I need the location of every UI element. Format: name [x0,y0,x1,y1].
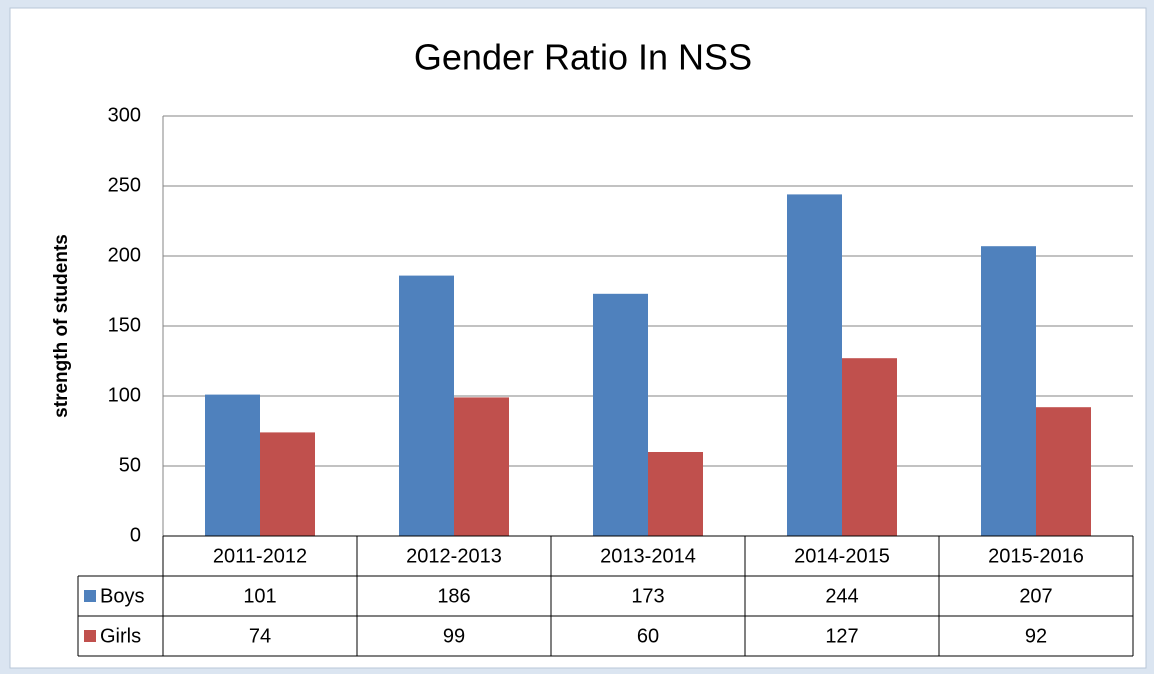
x-tick-label: 2014-2015 [794,545,890,567]
legend-key [84,590,96,602]
x-tick-label: 2013-2014 [600,545,696,567]
bar [399,275,454,536]
y-tick-label: 250 [108,174,141,196]
y-tick-label: 300 [108,104,141,126]
table-value: 127 [825,625,858,647]
y-tick-label: 0 [130,524,141,546]
legend-label: Girls [100,625,141,647]
table-value: 173 [631,585,664,607]
y-tick-label: 50 [119,454,141,476]
y-axis-label: strength of students [51,234,72,418]
table-value: 186 [437,585,470,607]
x-tick-label: 2015-2016 [988,545,1084,567]
y-tick-label: 150 [108,314,141,336]
bar [454,397,509,536]
table-value: 101 [243,585,276,607]
bar [842,358,897,536]
y-tick-label: 200 [108,244,141,266]
table-value: 60 [637,625,659,647]
x-tick-label: 2012-2013 [406,545,502,567]
bar [1036,407,1091,536]
legend-label: Boys [100,585,144,607]
chart-title: Gender Ratio In NSS [414,37,752,78]
table-value: 99 [443,625,465,647]
bar [205,394,260,536]
table-value: 244 [825,585,858,607]
bar [787,194,842,536]
table-value: 92 [1025,625,1047,647]
table-value: 207 [1019,585,1052,607]
bar [593,293,648,536]
y-tick-label: 100 [108,384,141,406]
bar [981,246,1036,536]
chart-panel [9,7,1147,669]
table-value: 74 [249,625,271,647]
legend-key [84,630,96,642]
bar [260,432,315,536]
bar [648,452,703,536]
x-tick-label: 2011-2012 [213,545,307,567]
